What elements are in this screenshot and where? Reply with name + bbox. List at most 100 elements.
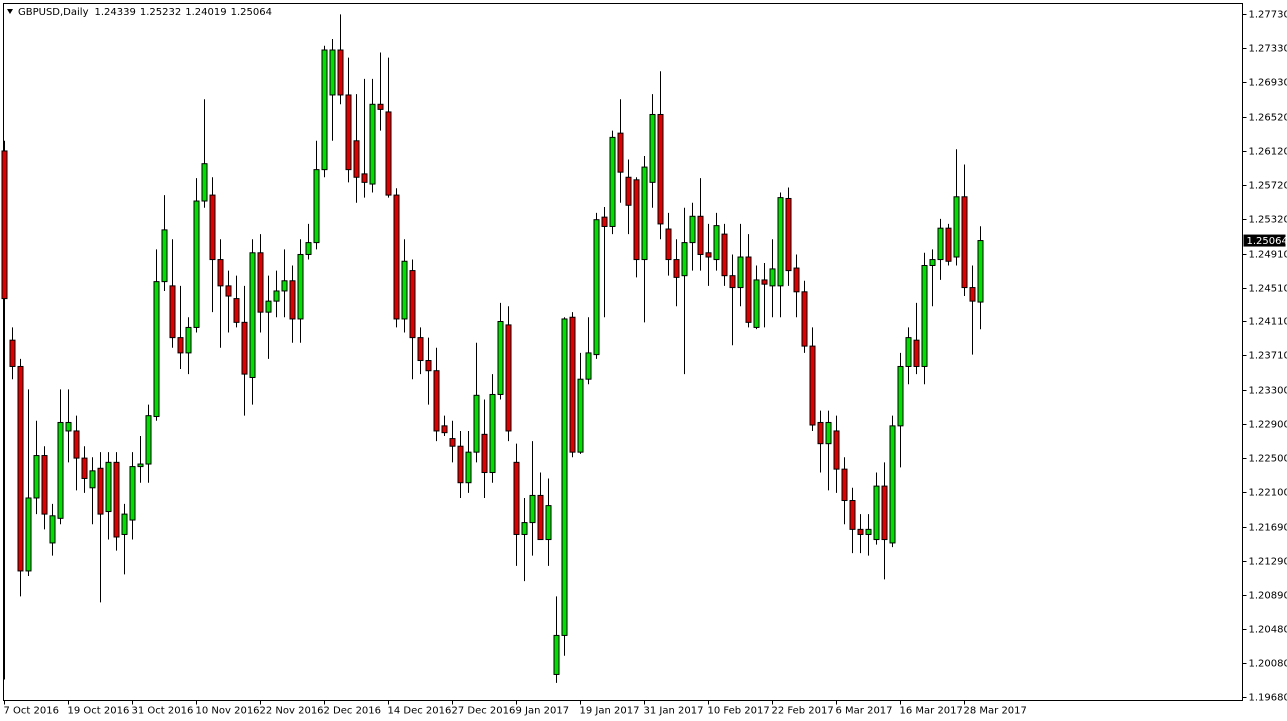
- candle-body: [449, 438, 456, 447]
- candle-body: [905, 337, 912, 367]
- y-tick-label: 1.27330: [1249, 44, 1287, 55]
- candle-body: [17, 365, 24, 572]
- candle-body: [809, 345, 816, 426]
- candle-body: [89, 470, 96, 489]
- chart-title: GBPUSD,Daily: [18, 7, 89, 18]
- candle-body: [881, 485, 888, 541]
- candle-body: [961, 196, 968, 289]
- y-tick-label: 1.22100: [1249, 488, 1287, 499]
- candle-body: [345, 94, 352, 171]
- candle-body: [633, 179, 640, 261]
- y-tick-label: 1.21690: [1249, 523, 1287, 534]
- header-close: 1.25064: [231, 7, 272, 18]
- candle-body: [329, 49, 336, 96]
- candle-body: [441, 425, 448, 434]
- y-tick-label: 1.23710: [1249, 351, 1287, 362]
- candle-body: [889, 425, 896, 544]
- y-tick-label: 1.22500: [1249, 454, 1287, 465]
- candle-body: [313, 169, 320, 244]
- candle-body: [745, 256, 752, 323]
- y-tick-label: 1.25720: [1249, 181, 1287, 192]
- candle-body: [265, 300, 272, 313]
- candle-body: [81, 457, 88, 479]
- candle-body: [113, 461, 120, 538]
- x-tick-label: 14 Dec 2016: [388, 706, 452, 717]
- header-open: 1.24339: [95, 7, 136, 18]
- candle-body: [873, 485, 880, 541]
- plot-frame: [3, 3, 1243, 701]
- x-tick-label: 19 Jan 2017: [580, 706, 640, 717]
- y-tick-label: 1.24110: [1249, 317, 1287, 328]
- candle-body: [497, 320, 504, 395]
- x-tick-label: 16 Mar 2017: [900, 706, 963, 717]
- x-tick-label: 10 Nov 2016: [196, 706, 260, 717]
- candle-body: [33, 455, 40, 499]
- y-tick-label: 1.24910: [1249, 250, 1287, 261]
- candle-body: [201, 163, 208, 202]
- candle-body: [145, 415, 152, 465]
- x-tick-label: 7 Oct 2016: [4, 706, 59, 717]
- candle-body: [457, 445, 464, 484]
- candle-body: [489, 393, 496, 474]
- chart-header: GBPUSD,Daily 1.24339 1.25232 1.24019 1.25064: [18, 7, 272, 18]
- candle-body: [833, 430, 840, 470]
- candle-body: [537, 494, 544, 541]
- candle-body: [529, 494, 536, 524]
- candle-body: [465, 451, 472, 484]
- x-tick-label: 22 Feb 2017: [772, 706, 834, 717]
- candle-body: [249, 252, 256, 378]
- candle-body: [97, 467, 104, 515]
- candle-body: [585, 352, 592, 380]
- candle-body: [41, 455, 48, 515]
- x-tick-label: 9 Jan 2017: [516, 706, 570, 717]
- y-tick-label: 1.26930: [1249, 78, 1287, 89]
- candle-body: [841, 468, 848, 502]
- candle-body: [729, 275, 736, 289]
- y-tick-label: 1.19680: [1249, 693, 1287, 704]
- candle-body: [921, 265, 928, 367]
- candle-body: [625, 176, 632, 206]
- candle-body: [185, 326, 192, 354]
- candle-body: [353, 140, 360, 178]
- candle-body: [593, 219, 600, 356]
- candle-body: [609, 136, 616, 227]
- candle-body: [721, 233, 728, 277]
- candle-body: [337, 49, 344, 96]
- candle-body: [9, 339, 16, 367]
- y-tick-label: 1.26520: [1249, 113, 1287, 124]
- candle-body: [817, 421, 824, 445]
- candle-body: [777, 197, 784, 287]
- candle-body: [57, 421, 64, 519]
- candle-body: [473, 394, 480, 453]
- candle-body: [241, 321, 248, 375]
- candle-body: [649, 113, 656, 183]
- y-tick-label: 1.20890: [1249, 591, 1287, 602]
- candle-body: [417, 337, 424, 362]
- header-high: 1.25232: [140, 7, 181, 18]
- candle-body: [289, 280, 296, 320]
- candle-body: [297, 253, 304, 320]
- candle-body: [801, 291, 808, 347]
- x-tick-label: 2 Dec 2016: [324, 706, 382, 717]
- candle-body: [825, 421, 832, 445]
- y-tick-label: 1.26120: [1249, 147, 1287, 158]
- x-tick-label: 27 Dec 2016: [452, 706, 516, 717]
- candle-body: [401, 260, 408, 320]
- candle-body: [169, 285, 176, 339]
- candle-body: [953, 196, 960, 258]
- candle-body: [161, 229, 168, 283]
- candle-body: [657, 113, 664, 225]
- x-tick-label: 10 Feb 2017: [708, 706, 770, 717]
- y-tick-label: 1.21290: [1249, 557, 1287, 568]
- candle-body: [137, 463, 144, 468]
- candle-body: [769, 268, 776, 287]
- x-tick-label: 31 Oct 2016: [132, 706, 194, 717]
- candle-body: [281, 280, 288, 292]
- candle-body: [369, 103, 376, 185]
- candle-body: [321, 49, 328, 171]
- candle-body: [785, 197, 792, 272]
- candle-body: [121, 513, 128, 535]
- candle-body: [361, 173, 368, 183]
